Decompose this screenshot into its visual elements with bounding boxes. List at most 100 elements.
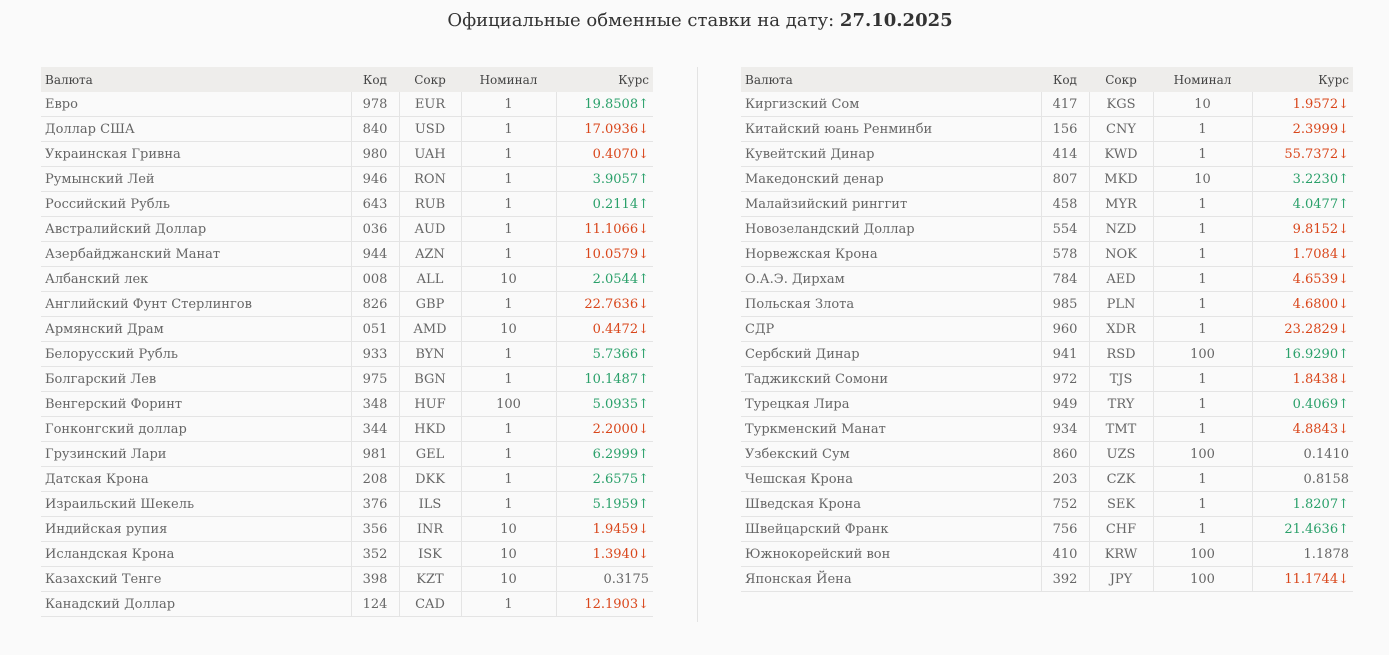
currency-name: Южнокорейский вон (741, 541, 1041, 567)
page-title-prefix: Официальные обменные ставки на дату: (447, 10, 835, 31)
currency-nominal: 1 (1152, 116, 1252, 142)
currency-rate: 11.1066↓ (555, 216, 653, 242)
currency-name: Датская Крона (41, 466, 351, 492)
column-header-rate[interactable]: Курс (556, 67, 653, 92)
currency-nominal: 1 (460, 166, 556, 192)
currency-abbr: MKD (1088, 166, 1153, 192)
currency-nominal: 1 (1152, 141, 1252, 167)
currency-rate: 5.1959↑ (555, 491, 653, 517)
currency-rate: 3.9057↑ (555, 166, 653, 192)
currency-name: Евро (41, 92, 351, 117)
currency-rate: 55.7372↓ (1251, 141, 1353, 167)
table-row: Турецкая Лира 949 TRY 1 0.4069↑ (741, 391, 1353, 417)
table-row: Евро 978 EUR 1 19.8508↑ (41, 92, 653, 117)
currency-rate: 12.1903↓ (555, 591, 653, 617)
currency-abbr: GEL (398, 441, 461, 467)
currency-name: Китайский юань Ренминби (741, 116, 1041, 142)
currency-rate: 11.1744↓ (1251, 566, 1353, 592)
currency-code: 376 (350, 491, 399, 517)
column-header-nominal[interactable]: Номинал (1153, 67, 1252, 92)
currency-abbr: NOK (1088, 241, 1153, 267)
currency-rate: 0.4472↓ (555, 316, 653, 342)
currency-code: 826 (350, 291, 399, 317)
currency-abbr: XDR (1088, 316, 1153, 342)
currency-nominal: 1 (460, 191, 556, 217)
currency-name: Японская Йена (741, 566, 1041, 592)
table-row: Украинская Гривна 980 UAH 1 0.4070↓ (41, 141, 653, 167)
currency-rate: 5.0935↑ (555, 391, 653, 417)
page-title: Официальные обменные ставки на дату: 27.… (0, 10, 1389, 31)
currency-rate: 2.0544↑ (555, 266, 653, 292)
table-row: Английский Фунт Стерлингов 826 GBP 1 22.7636… (41, 291, 653, 317)
currency-abbr: DKK (398, 466, 461, 492)
currency-rate: 10.0579↓ (555, 241, 653, 267)
currency-name: Чешская Крона (741, 466, 1041, 492)
currency-nominal: 1 (460, 116, 556, 142)
currency-rate: 0.8158 (1251, 466, 1353, 492)
currency-code: 752 (1040, 491, 1089, 517)
currency-code: 756 (1040, 516, 1089, 542)
currency-rate: 1.1878 (1251, 541, 1353, 567)
currency-nominal: 1 (1152, 491, 1252, 517)
currency-code: 934 (1040, 416, 1089, 442)
currency-nominal: 1 (1152, 241, 1252, 267)
currency-name: Норвежская Крона (741, 241, 1041, 267)
currency-name: Австралийский Доллар (41, 216, 351, 242)
currency-nominal: 1 (460, 291, 556, 317)
currency-name: Шведская Крона (741, 491, 1041, 517)
currency-rate: 0.1410 (1251, 441, 1353, 467)
table-row: Македонский денар 807 MKD 10 3.2230↑ (741, 166, 1353, 192)
currency-code: 344 (350, 416, 399, 442)
currency-abbr: JPY (1088, 566, 1153, 592)
column-header-name[interactable]: Валюта (41, 67, 351, 92)
currency-code: 008 (350, 266, 399, 292)
table-row: Датская Крона 208 DKK 1 2.6575↑ (41, 466, 653, 492)
column-header-code[interactable]: Код (351, 67, 399, 92)
currency-name: Гонконгский доллар (41, 416, 351, 442)
column-header-abbr[interactable]: Сокр (399, 67, 461, 92)
currency-name: Венгерский Форинт (41, 391, 351, 417)
currency-name: Азербайджанский Манат (41, 241, 351, 267)
currency-nominal: 1 (460, 341, 556, 367)
currency-code: 458 (1040, 191, 1089, 217)
currency-abbr: CZK (1088, 466, 1153, 492)
currency-nominal: 10 (460, 516, 556, 542)
currency-abbr: AMD (398, 316, 461, 342)
table-row: Польская Злота 985 PLN 1 4.6800↓ (741, 291, 1353, 317)
column-header-abbr[interactable]: Сокр (1089, 67, 1153, 92)
currency-code: 975 (350, 366, 399, 392)
table-row: Чешская Крона 203 CZK 1 0.8158 (741, 466, 1353, 492)
currency-nominal: 10 (460, 541, 556, 567)
currency-rate: 1.3940↓ (555, 541, 653, 567)
column-header-code[interactable]: Код (1041, 67, 1089, 92)
table-row: Узбекский Сум 860 UZS 100 0.1410 (741, 441, 1353, 467)
currency-rate: 0.2114↑ (555, 191, 653, 217)
table-header-row: Валюта Код Сокр Номинал Курс (41, 67, 653, 92)
right-rates-table: Валюта Код Сокр Номинал Курс Киргизский … (741, 67, 1353, 592)
currency-abbr: UZS (1088, 441, 1153, 467)
column-header-name[interactable]: Валюта (741, 67, 1041, 92)
column-header-rate[interactable]: Курс (1252, 67, 1353, 92)
currency-rate: 2.6575↑ (555, 466, 653, 492)
currency-code: 203 (1040, 466, 1089, 492)
currency-name: Израильский Шекель (41, 491, 351, 517)
currency-abbr: ISK (398, 541, 461, 567)
currency-abbr: SEK (1088, 491, 1153, 517)
currency-abbr: ILS (398, 491, 461, 517)
currency-nominal: 1 (460, 441, 556, 467)
currency-abbr: HUF (398, 391, 461, 417)
currency-nominal: 1 (460, 491, 556, 517)
currency-code: 051 (350, 316, 399, 342)
currency-name: Канадский Доллар (41, 591, 351, 617)
table-row: Японская Йена 392 JPY 100 11.1744↓ (741, 566, 1353, 592)
table-row: Болгарский Лев 975 BGN 1 10.1487↑ (41, 366, 653, 392)
currency-rate: 1.9459↓ (555, 516, 653, 542)
currency-code: 840 (350, 116, 399, 142)
table-row: Азербайджанский Манат 944 AZN 1 10.0579↓ (41, 241, 653, 267)
currency-rate: 21.4636↑ (1251, 516, 1353, 542)
column-header-nominal[interactable]: Номинал (461, 67, 556, 92)
currency-code: 208 (350, 466, 399, 492)
table-row: Таджикский Сомони 972 TJS 1 1.8438↓ (741, 366, 1353, 392)
currency-nominal: 1 (460, 92, 556, 117)
currency-code: 036 (350, 216, 399, 242)
